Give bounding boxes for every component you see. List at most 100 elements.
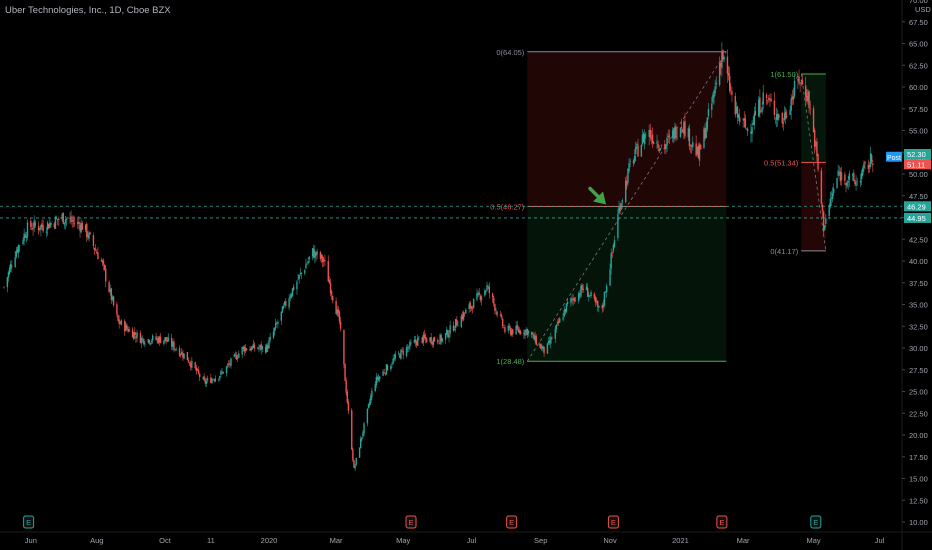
- candle: [24, 231, 26, 239]
- candle: [690, 144, 693, 154]
- candle: [306, 262, 308, 266]
- candle: [813, 127, 816, 154]
- candle: [687, 125, 690, 141]
- candle: [116, 301, 118, 318]
- candle: [400, 349, 402, 360]
- candle: [867, 159, 870, 174]
- candle: [480, 294, 483, 306]
- candle: [354, 463, 356, 471]
- candle: [527, 330, 530, 337]
- candle: [134, 327, 136, 340]
- candle: [585, 283, 588, 291]
- candle: [111, 294, 114, 302]
- price-tick-label: 37.50: [909, 279, 928, 288]
- candle: [468, 301, 470, 313]
- candle: [432, 337, 435, 348]
- candle: [471, 305, 474, 314]
- candle: [657, 140, 659, 152]
- candle: [402, 347, 404, 360]
- candle: [267, 342, 269, 353]
- candle: [476, 288, 478, 302]
- candle: [597, 300, 599, 312]
- candle: [689, 144, 692, 154]
- candle: [508, 323, 511, 331]
- candle: [538, 342, 541, 348]
- earnings-marker[interactable]: E: [405, 515, 417, 529]
- candle: [84, 224, 87, 233]
- candle: [750, 123, 752, 143]
- price-tick-label: 32.50: [909, 322, 928, 331]
- candle: [210, 373, 212, 384]
- candle: [93, 247, 96, 255]
- candle: [620, 202, 622, 211]
- tag-52-30[interactable]: 52.30: [904, 148, 931, 159]
- candle: [447, 329, 449, 338]
- candle: [234, 351, 237, 359]
- candle: [604, 290, 607, 293]
- candle: [579, 289, 581, 299]
- candle: [696, 145, 698, 156]
- candle: [644, 129, 646, 150]
- earnings-marker[interactable]: E: [23, 515, 35, 529]
- candle: [346, 389, 348, 404]
- tag-51-11[interactable]: 51.11: [904, 159, 931, 170]
- candle: [510, 327, 513, 337]
- time-axis[interactable]: Jun Aug Oct 11 2020 Mar May Jul Sep Nov 2021 Mar May…: [0, 531, 932, 545]
- candle: [54, 215, 57, 229]
- candle: [81, 220, 83, 230]
- earnings-marker[interactable]: E: [810, 515, 822, 529]
- candle: [276, 321, 278, 325]
- candle: [285, 298, 287, 309]
- candle: [15, 246, 17, 259]
- candle: [593, 292, 596, 301]
- candle: [598, 305, 600, 313]
- tag-46-29[interactable]: 46.29: [904, 201, 931, 212]
- fib-1-level-label: 1(28.48): [496, 357, 524, 366]
- candle: [136, 329, 138, 343]
- fib-1[interactable]: 0(64.05) 0.5(46.27) 1(28.48): [490, 48, 727, 366]
- candle: [782, 117, 785, 131]
- candle: [761, 101, 763, 115]
- candle: [594, 295, 597, 307]
- candle: [186, 352, 189, 361]
- candle: [726, 49, 729, 83]
- earnings-marker[interactable]: E: [716, 515, 728, 529]
- candle: [69, 212, 71, 224]
- candle: [320, 253, 323, 264]
- price-tag-value: 51.11: [907, 160, 925, 169]
- candle: [824, 225, 826, 231]
- candle: [212, 378, 214, 381]
- candle: [327, 255, 329, 282]
- candle: [164, 337, 166, 344]
- candle: [628, 158, 630, 174]
- candle: [448, 329, 450, 343]
- candle: [533, 332, 535, 340]
- candle: [869, 146, 872, 169]
- candle: [23, 228, 25, 246]
- time-tick-label: Mar: [330, 536, 343, 545]
- candle: [524, 329, 526, 339]
- candle: [739, 108, 741, 126]
- tag-44-95[interactable]: 44.95: [904, 212, 931, 223]
- price-tick-label: 50.00: [909, 170, 928, 179]
- earnings-marker[interactable]: E: [607, 515, 619, 529]
- candle: [244, 343, 247, 354]
- candle: [335, 297, 337, 315]
- candle: [92, 232, 95, 250]
- candle: [645, 131, 647, 139]
- price-axis[interactable]: 10.00 12.50 15.00 17.50 20.00 22.50 25.00 27.50…: [902, 0, 931, 527]
- candle: [307, 257, 309, 265]
- fib-1-trend-line: [526, 51, 727, 362]
- earnings-marker[interactable]: E: [506, 515, 518, 529]
- candle: [277, 319, 279, 329]
- candle: [555, 324, 558, 333]
- candle: [205, 377, 208, 387]
- candle: [281, 305, 284, 313]
- candle: [453, 325, 456, 331]
- candle: [629, 158, 631, 168]
- candle: [384, 372, 386, 376]
- candle: [605, 283, 608, 298]
- candle: [493, 295, 495, 307]
- candle: [58, 216, 60, 227]
